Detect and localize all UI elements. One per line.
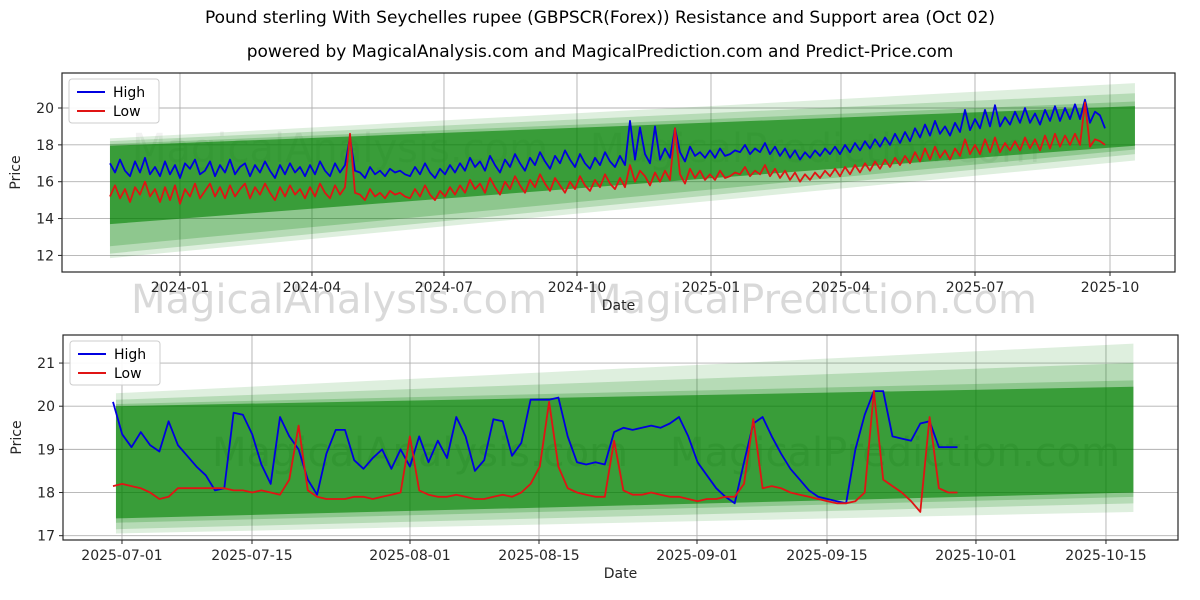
chart-1-xaxis-label: Date (604, 566, 637, 582)
chart-1-ytick-label-3: 20 (37, 399, 55, 415)
chart-0-legend-low-label: Low (113, 104, 141, 120)
chart-0-xtick-label-6: 2025-07 (946, 280, 1005, 296)
watermark-text-1-0: MagicalAnalysis.com (131, 277, 547, 323)
chart-title: Pound sterling With Seychelles rupee (GB… (204, 8, 996, 28)
chart-1-legend-low-label: Low (114, 366, 142, 382)
chart-1-band-3 (115, 386, 1134, 519)
chart-0-ytick-label-0: 12 (36, 248, 54, 264)
chart-0-legend-high-label: High (113, 85, 145, 101)
chart-1-xtick-label-0: 2025-07-01 (81, 548, 162, 564)
chart-0-low-line (109, 101, 1106, 205)
chart-1-ytick-label-1: 18 (37, 486, 55, 502)
chart-1-axes-frame (62, 334, 1179, 541)
chart-1-xtick-label-2: 2025-08-01 (369, 548, 450, 564)
chart-0-ytick-label-1: 14 (36, 212, 54, 228)
chart-0-xaxis-label: Date (602, 298, 635, 314)
chart-1-legend-high-label: High (114, 347, 146, 363)
chart-1-xtick-label-5: 2025-09-15 (786, 548, 867, 564)
chart-0-xtick-label-1: 2024-04 (283, 280, 342, 296)
chart-0-xtick-label-7: 2025-10 (1081, 280, 1140, 296)
chart-1-ytick-label-0: 17 (37, 529, 55, 545)
chart-0-xtick-label-5: 2025-04 (812, 280, 871, 296)
chart-0-xtick-label-4: 2025-01 (682, 280, 741, 296)
chart-0-xtick-label-0: 2024-01 (151, 280, 210, 296)
chart-0-axes-frame (61, 72, 1176, 273)
chart-0-high-line (109, 98, 1106, 179)
chart-1-high-line (112, 390, 958, 505)
chart-0-xtick-label-3: 2024-10 (548, 280, 607, 296)
chart-0-yaxis-label: Price (8, 155, 24, 189)
chart-subtitle: powered by MagicalAnalysis.com and Magic… (246, 42, 954, 62)
chart-1-xtick-label-6: 2025-10-01 (935, 548, 1016, 564)
chart-0-ytick-label-2: 16 (36, 175, 54, 191)
chart-1-low-line (112, 390, 958, 513)
chart-0-ytick-label-3: 18 (36, 138, 54, 154)
chart-1-ytick-label-4: 21 (37, 356, 55, 372)
chart-0-band-3 (109, 106, 1135, 225)
chart-1-ytick-label-2: 19 (37, 442, 55, 458)
chart-1-xtick-label-4: 2025-09-01 (656, 548, 737, 564)
chart-0-xtick-label-2: 2024-07 (415, 280, 474, 296)
chart-1-xtick-label-1: 2025-07-15 (211, 548, 292, 564)
chart-1-xtick-label-3: 2025-08-15 (498, 548, 579, 564)
chart-1-yaxis-label: Price (9, 420, 25, 454)
chart-0-ytick-label-4: 20 (36, 101, 54, 117)
chart-1-xtick-label-7: 2025-10-15 (1065, 548, 1146, 564)
watermark-text-1-1: MagicalPrediction.com (587, 277, 1037, 323)
